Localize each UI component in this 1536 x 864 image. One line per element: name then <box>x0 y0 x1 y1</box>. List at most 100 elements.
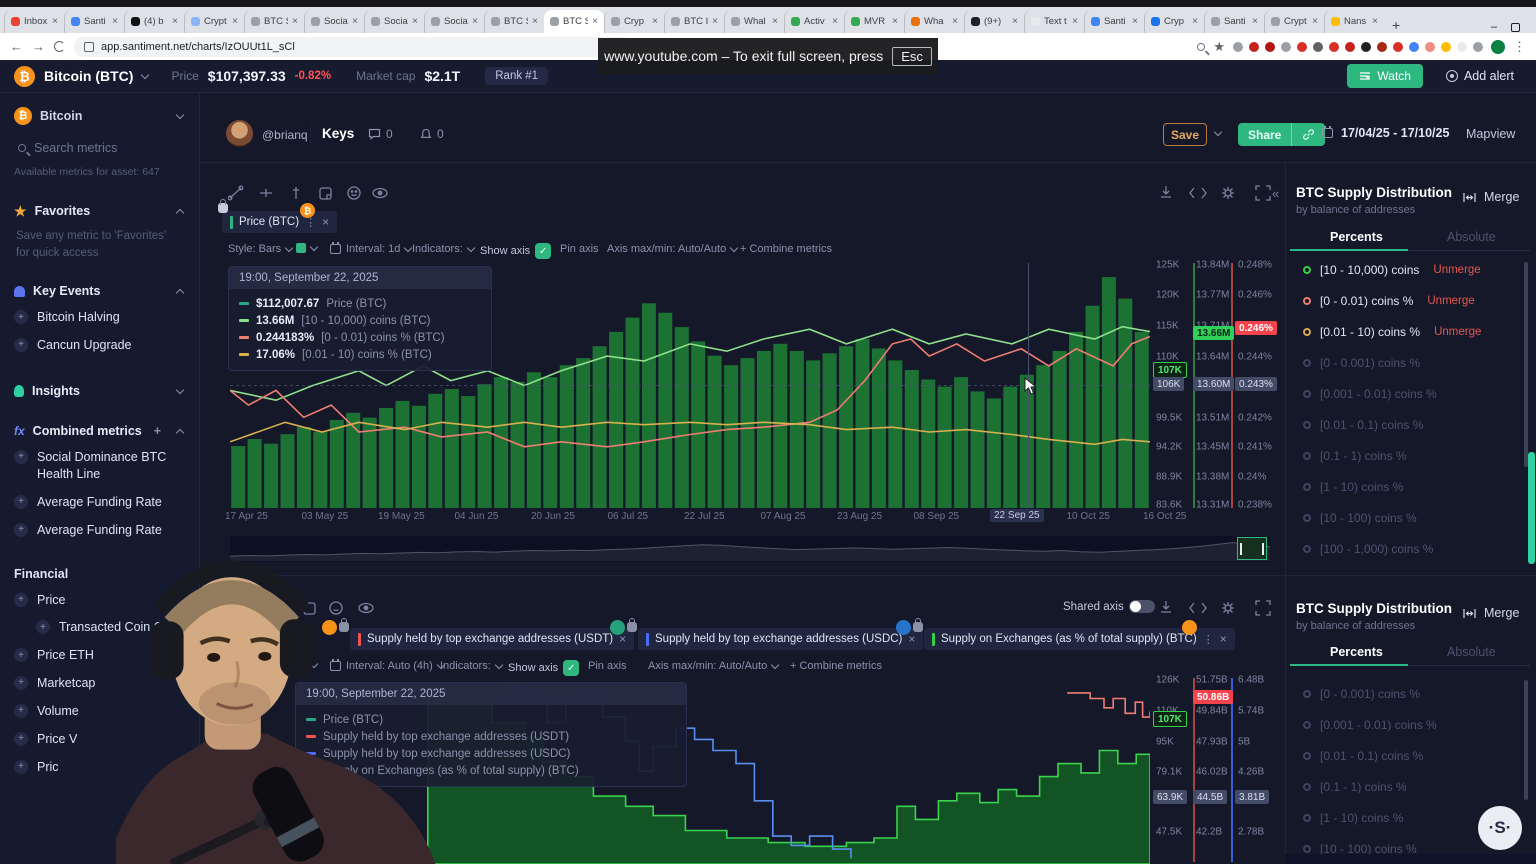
toggle-off-icon[interactable] <box>1128 600 1155 613</box>
browser-tab[interactable]: Whal × <box>724 10 784 33</box>
sidebar-metric-item[interactable]: + Volume <box>14 703 186 720</box>
supply-distribution-item[interactable]: [10 - 100) coins % <box>1285 502 1523 533</box>
style-dropdown[interactable]: Style: Bars <box>228 243 294 255</box>
date-range-picker[interactable]: 17/04/25 - 17/10/25 <box>1322 126 1449 140</box>
tab-close-icon[interactable]: × <box>652 16 658 27</box>
mapview-link[interactable]: Mapview <box>1466 127 1516 141</box>
extension-icon[interactable] <box>1329 41 1339 52</box>
combine-metrics-button[interactable]: + Combine metrics <box>740 243 833 255</box>
sidebar-metric-item[interactable]: + Average Funding Rate <box>14 494 186 511</box>
extension-icon[interactable] <box>1457 41 1467 52</box>
tab-close-icon[interactable]: × <box>1372 16 1378 27</box>
pin-axis-button[interactable]: Pin axis <box>560 243 599 255</box>
sidebar-metric-item[interactable]: + Pric <box>14 759 186 776</box>
axis-maxmin-dropdown[interactable]: Axis max/min: Auto/Auto <box>607 243 739 255</box>
extension-icon[interactable] <box>1409 41 1419 52</box>
chart-navigator[interactable] <box>229 536 1271 562</box>
browser-tab[interactable]: Socia × <box>304 10 364 33</box>
extension-icon[interactable] <box>1377 41 1387 52</box>
author-handle[interactable]: @brianq <box>262 128 308 142</box>
tag-options-icon[interactable]: ⋮ <box>1202 633 1214 646</box>
tab-close-icon[interactable]: × <box>352 16 358 27</box>
tag-close-icon[interactable]: × <box>1219 632 1227 646</box>
unmerge-button[interactable]: Unmerge <box>1434 325 1482 338</box>
chart2-draw-toolbar[interactable] <box>278 600 388 616</box>
interval-dropdown[interactable]: Interval: 1d <box>330 242 413 255</box>
tab-close-icon[interactable]: × <box>532 16 538 27</box>
browser-tab[interactable]: (4) b × <box>124 10 184 33</box>
panel-scrollbar[interactable] <box>1524 680 1528 800</box>
browser-tab[interactable]: Santi × <box>64 10 124 33</box>
browser-tab[interactable]: Socia × <box>364 10 424 33</box>
add-metric-icon[interactable]: + <box>14 759 28 774</box>
panel-scrollbar[interactable] <box>1524 262 1528 467</box>
extension-icon[interactable] <box>1249 41 1259 52</box>
sidebar-metric-item[interactable]: + Price <box>14 592 186 609</box>
merge-button[interactable]: Merge <box>1462 190 1519 204</box>
sidebar-metric-item[interactable]: + Cancun Upgrade <box>14 337 186 354</box>
new-tab-button[interactable]: + <box>1392 17 1401 33</box>
watch-button[interactable]: Watch <box>1347 64 1423 88</box>
axis-maxmin-dropdown[interactable]: Axis max/min: Auto/Auto <box>648 660 780 672</box>
sidebar-metric-item[interactable]: + Bitcoin Halving <box>14 309 186 326</box>
shared-axis-toggle[interactable]: Shared axis <box>1063 600 1155 613</box>
add-metric-icon[interactable]: + <box>14 450 28 464</box>
browser-tab[interactable]: Nans × <box>1324 10 1384 33</box>
add-metric-icon[interactable]: + <box>14 494 28 509</box>
chevron-down-icon[interactable] <box>141 70 150 79</box>
add-metric-icon[interactable]: + <box>14 522 28 537</box>
tab-close-icon[interactable]: × <box>232 16 238 27</box>
extension-icon[interactable] <box>1233 41 1243 52</box>
tab-percents[interactable]: Percents <box>1330 230 1383 244</box>
sidebar-metric-item[interactable]: + Price ETH <box>14 647 186 664</box>
tab-close-icon[interactable]: × <box>1012 16 1018 27</box>
style-dropdown[interactable] <box>270 655 280 665</box>
indicators-dropdown[interactable]: Indicators: <box>412 243 475 255</box>
supply-distribution-item[interactable]: [1 - 10) coins % <box>1285 802 1523 833</box>
tab-close-icon[interactable]: × <box>112 16 118 27</box>
tab-absolute[interactable]: Absolute <box>1447 645 1496 659</box>
tag-options-icon[interactable]: ⋮ <box>305 216 317 229</box>
checkbox-checked-icon[interactable]: ✓ <box>535 243 552 259</box>
sidebar-metric-item[interactable]: + Average Funding Rate <box>14 522 186 539</box>
url-bar[interactable]: app.santiment.net/charts/IzOUUt1L_sCl <box>74 36 634 57</box>
supply-distribution-item[interactable]: [0.01 - 0.1) coins % <box>1285 409 1523 440</box>
browser-tab[interactable]: Socia × <box>424 10 484 33</box>
extension-icon[interactable] <box>1265 41 1275 52</box>
tag-close-icon[interactable]: × <box>619 632 627 646</box>
asset-name[interactable]: Bitcoin (BTC) <box>44 68 134 84</box>
price-chart-plot[interactable] <box>230 263 1150 508</box>
supply-distribution-item[interactable]: [0.001 - 0.01) coins % <box>1285 709 1523 740</box>
browser-tab[interactable]: BTC S× <box>544 10 604 33</box>
tag-close-icon[interactable]: × <box>283 632 291 646</box>
supply-distribution-item[interactable]: [0.001 - 0.01) coins % <box>1285 378 1523 409</box>
chart1-draw-toolbar[interactable] <box>228 185 458 201</box>
bookmark-star-icon[interactable]: ★ <box>1213 38 1225 54</box>
add-alert-button[interactable]: Add alert <box>1445 69 1514 83</box>
save-button[interactable]: Save <box>1163 123 1207 146</box>
comments-count[interactable]: 0 <box>368 127 393 141</box>
supply-distribution-item[interactable]: [100 - 1,000) coins % <box>1285 533 1523 564</box>
tag-close-icon[interactable]: × <box>908 632 916 646</box>
unmerge-button[interactable]: Unmerge <box>1433 263 1481 276</box>
tab-close-icon[interactable]: × <box>472 16 478 27</box>
extension-icon[interactable] <box>1281 41 1291 52</box>
minimize-icon[interactable]: – <box>1490 21 1497 33</box>
supply-distribution-item[interactable]: [0 - 0.001) coins % <box>1285 678 1523 709</box>
tab-close-icon[interactable]: × <box>772 16 778 27</box>
browser-tab[interactable]: Activ × <box>784 10 844 33</box>
tab-close-icon[interactable]: × <box>1072 16 1078 27</box>
tab-absolute[interactable]: Absolute <box>1447 230 1496 244</box>
chevron-up-icon[interactable] <box>175 208 185 217</box>
santiment-logo[interactable]: ·S· <box>1478 806 1522 850</box>
tab-close-icon[interactable]: × <box>952 16 958 27</box>
tab-close-icon[interactable]: × <box>832 16 838 27</box>
supply-distribution-item[interactable]: [10 - 100) coins % <box>1285 833 1523 864</box>
author-avatar[interactable] <box>226 120 253 147</box>
chart1-actions-toolbar[interactable] <box>1158 184 1288 202</box>
checkbox-checked-icon[interactable]: ✓ <box>563 660 580 676</box>
add-metric-icon[interactable]: + <box>14 704 28 718</box>
indicators-dropdown[interactable]: Indicators: <box>440 660 503 672</box>
site-settings-icon[interactable] <box>84 41 94 52</box>
browser-tab[interactable]: MVR × <box>844 10 904 33</box>
